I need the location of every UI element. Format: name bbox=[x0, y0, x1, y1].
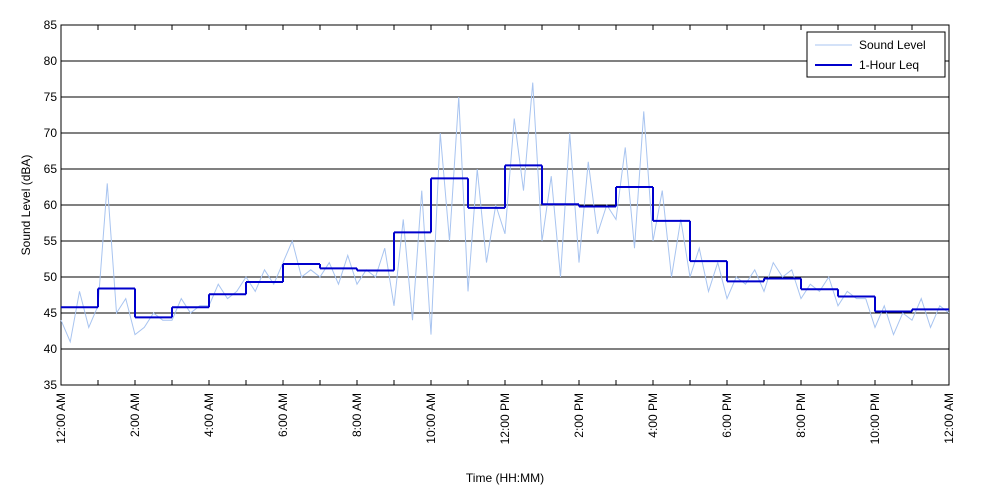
y-axis-label: Sound Level (dBA) bbox=[19, 155, 33, 256]
y-tick-label: 60 bbox=[44, 198, 58, 212]
x-tick-label: 4:00 AM bbox=[202, 393, 216, 437]
x-tick-label: 12:00 AM bbox=[54, 393, 68, 444]
legend-label: 1-Hour Leq bbox=[859, 58, 919, 72]
x-tick-label: 8:00 PM bbox=[794, 393, 808, 438]
y-tick-label: 80 bbox=[44, 54, 58, 68]
y-tick-label: 40 bbox=[44, 342, 58, 356]
y-tick-label: 45 bbox=[44, 306, 58, 320]
x-tick-label: 6:00 PM bbox=[720, 393, 734, 438]
y-tick-label: 35 bbox=[44, 378, 58, 392]
x-tick-label: 12:00 AM bbox=[942, 393, 956, 444]
legend-box bbox=[806, 31, 946, 78]
legend-label: Sound Level bbox=[859, 38, 926, 52]
x-tick-label: 10:00 PM bbox=[868, 393, 882, 444]
x-tick-label: 6:00 AM bbox=[276, 393, 290, 437]
x-axis-label: Time (HH:MM) bbox=[466, 471, 544, 485]
y-tick-label: 70 bbox=[44, 126, 58, 140]
x-tick-label: 2:00 AM bbox=[128, 393, 142, 437]
y-tick-label: 50 bbox=[44, 270, 58, 284]
x-tick-label: 8:00 AM bbox=[350, 393, 364, 437]
x-tick-label: 12:00 PM bbox=[498, 393, 512, 444]
y-tick-label: 55 bbox=[44, 234, 58, 248]
x-tick-label: 10:00 AM bbox=[424, 393, 438, 444]
y-tick-label: 65 bbox=[44, 162, 58, 176]
y-tick-label: 85 bbox=[44, 18, 58, 32]
x-tick-label: 4:00 PM bbox=[646, 393, 660, 438]
x-tick-label: 2:00 PM bbox=[572, 393, 586, 438]
y-tick-label: 75 bbox=[44, 90, 58, 104]
